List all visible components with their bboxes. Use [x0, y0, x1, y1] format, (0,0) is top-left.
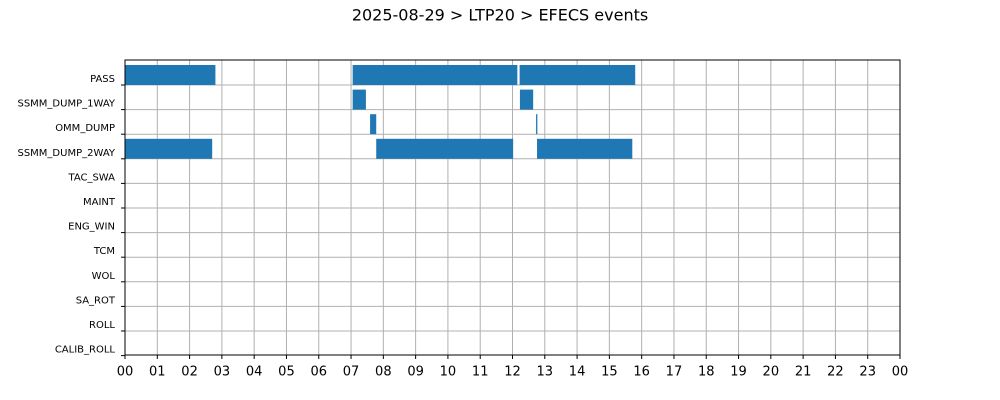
x-tick-label: 10 — [440, 365, 457, 380]
x-tick-label: 20 — [763, 365, 780, 380]
x-tick-label: 08 — [375, 365, 392, 380]
bar — [370, 114, 377, 135]
plot-frame — [124, 59, 901, 356]
y-tick-label: PASS — [90, 74, 115, 85]
y-tick-label: TAC_SWA — [67, 172, 115, 183]
bar — [537, 138, 633, 159]
x-tick-label: 17 — [666, 365, 683, 380]
bar — [536, 114, 538, 135]
x-tick-label: 19 — [730, 365, 747, 380]
y-tick-label: SSMM_DUMP_1WAY — [17, 99, 115, 110]
bar — [125, 65, 216, 85]
bar — [125, 138, 213, 159]
bar — [352, 89, 366, 110]
y-tick-label: WOL — [92, 271, 116, 282]
y-tick-label: CALIB_ROLL — [55, 345, 116, 356]
bar — [519, 89, 534, 110]
y-tick-label: SA_ROT — [76, 295, 116, 306]
x-tick-label: 09 — [407, 365, 424, 380]
x-tick-label: 13 — [537, 365, 554, 380]
x-tick-label: 21 — [795, 365, 812, 380]
x-tick-label: 02 — [181, 365, 198, 380]
x-tick-label: 00 — [117, 365, 134, 380]
bar — [519, 65, 636, 85]
y-tick-label: SSMM_DUMP_2WAY — [17, 148, 115, 159]
x-tick-label: 04 — [246, 365, 263, 380]
x-tick-label: 15 — [601, 365, 618, 380]
x-tick-label: 14 — [569, 365, 586, 380]
x-tick-label: 18 — [698, 365, 715, 380]
bar — [376, 138, 514, 159]
x-tick-label: 23 — [859, 365, 876, 380]
x-tick-label: 16 — [633, 365, 650, 380]
y-tick-label: TCM — [93, 246, 115, 257]
x-tick-label: 22 — [827, 365, 844, 380]
x-tick-label: 06 — [310, 365, 327, 380]
x-tick-label: 07 — [343, 365, 360, 380]
x-tick-label: 03 — [214, 365, 231, 380]
chart-title: 2025-08-29 > LTP20 > EFECS events — [352, 6, 648, 25]
y-tick-label: OMM_DUMP — [55, 123, 115, 134]
x-tick-label: 05 — [278, 365, 295, 380]
x-tick-label: 01 — [149, 365, 166, 380]
y-tick-label: ROLL — [89, 320, 115, 331]
x-tick-label: 00 — [892, 365, 909, 380]
x-tick-label: 12 — [504, 365, 521, 380]
bar — [352, 65, 518, 85]
y-tick-label: MAINT — [83, 197, 116, 208]
x-tick-label: 11 — [472, 365, 489, 380]
y-tick-label: ENG_WIN — [68, 222, 115, 233]
